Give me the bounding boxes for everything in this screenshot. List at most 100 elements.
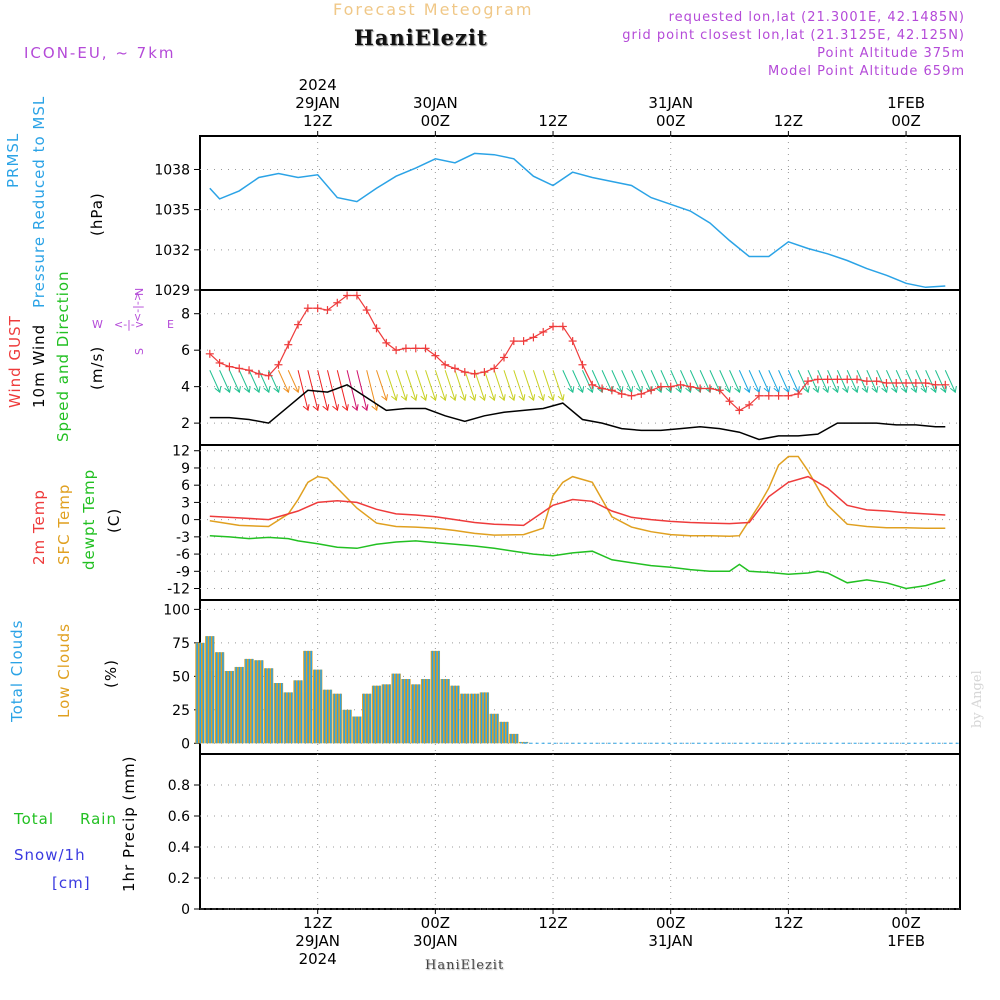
wind-arrow — [552, 370, 564, 401]
wind-arrow — [925, 370, 937, 393]
bottom-time-label: 00Z 31JAN — [631, 914, 711, 950]
ytick-label-pressure: 1035 — [154, 203, 190, 219]
wind-arrow — [856, 370, 868, 393]
wind-arrow — [787, 370, 799, 393]
ytick-label-temperature: 12 — [172, 444, 190, 460]
total-cloud-bar — [314, 669, 316, 744]
bottom-time-label: 00Z 1FEB — [866, 914, 946, 950]
wind-arrow — [778, 370, 790, 393]
total-cloud-bar — [274, 683, 277, 744]
wind-arrow — [562, 370, 574, 393]
wind-arrow-head — [420, 394, 428, 402]
total-cloud-bar — [457, 685, 460, 744]
ytick-label-precip: 0 — [181, 902, 190, 918]
wind-arrow — [621, 370, 633, 393]
wind-arrow-head — [498, 394, 506, 402]
time-label-line: 12Z — [538, 914, 568, 932]
wind-arrow — [287, 370, 299, 393]
total-cloud-bar — [228, 670, 231, 744]
wind-arrow-head — [292, 386, 300, 394]
time-label-line: 12Z — [302, 112, 333, 130]
total-cloud-bar — [238, 666, 241, 744]
wind-arrow — [219, 370, 231, 393]
wind-arrow — [738, 370, 750, 393]
total-cloud-bar — [444, 679, 447, 744]
panel-frame-precip — [199, 753, 961, 910]
total-cloud-bar — [447, 679, 450, 744]
total-cloud-bar — [372, 685, 375, 744]
total-cloud-bar — [523, 741, 525, 744]
wind-arrow — [709, 370, 721, 393]
total-cloud-bar — [500, 721, 502, 744]
wind-arrow-head — [381, 394, 389, 402]
ytick-label-temperature: 6 — [181, 478, 190, 494]
time-label-line: 31JAN — [648, 94, 694, 112]
time-label-line: 31JAN — [648, 932, 694, 950]
time-label-line: 12Z — [538, 112, 568, 130]
ytick-label-clouds: 75 — [172, 636, 190, 652]
ytick-label-pressure: 1038 — [154, 162, 190, 178]
time-label-line: 12Z — [773, 914, 804, 932]
wind-arrow-head — [312, 404, 320, 412]
grid-point-coords: grid point closest lon,lat (21.3125E, 42… — [622, 28, 965, 43]
total-cloud-bar — [326, 689, 329, 744]
total-cloud-bar — [412, 684, 414, 744]
ytick-label-clouds: 50 — [172, 669, 190, 685]
wind-arrow — [915, 370, 927, 393]
total-cloud-bar — [405, 679, 407, 744]
wind-arrow-head — [243, 386, 251, 394]
wind-arrow — [483, 370, 495, 401]
total-cloud-bar — [219, 652, 221, 744]
wind-arrow-head — [557, 394, 565, 402]
total-cloud-bar — [363, 693, 365, 744]
wind-arrow — [425, 370, 437, 401]
wind-arrow — [523, 370, 535, 401]
ytick-label-temperature: 0 — [181, 513, 190, 529]
wind-arrow-head — [655, 386, 663, 394]
total-cloud-bar — [297, 680, 300, 744]
wind-arrow — [395, 370, 407, 401]
wind-arrow-head — [234, 386, 241, 394]
wind-arrow — [336, 370, 348, 411]
total-cloud-bar — [382, 684, 385, 744]
wind-arrow — [513, 370, 525, 401]
total-cloud-bar — [392, 673, 395, 744]
wind-arrow — [474, 370, 486, 401]
total-cloud-bar — [366, 693, 368, 744]
ytick-label-precip: 0.2 — [168, 871, 190, 887]
total-cloud-bar — [258, 660, 260, 744]
wind-arrow-head — [214, 386, 222, 394]
total-cloud-bar — [202, 642, 205, 744]
ytick-label-clouds: 100 — [163, 602, 190, 618]
total-cloud-bar — [424, 679, 427, 744]
panel-frame-pressure — [199, 135, 961, 291]
wind-arrow — [836, 370, 848, 393]
wind-arrow — [807, 370, 819, 393]
total-cloud-bar — [483, 692, 486, 744]
total-cloud-bar — [248, 658, 251, 744]
wind-arrow — [464, 370, 476, 401]
total-cloud-bar — [271, 668, 273, 744]
footer-location: HaniElezit — [425, 958, 505, 973]
wind-arrow — [601, 370, 613, 393]
requested-coords: requested lon,lat (21.3001E, 42.1485N) — [668, 10, 965, 25]
wind-arrow — [209, 370, 221, 393]
total-cloud-bar — [353, 716, 355, 744]
t2m-line — [209, 475, 946, 527]
location-title: HaniElezit — [354, 25, 488, 50]
wind-arrow — [660, 370, 672, 393]
wind-arrow-head — [861, 386, 869, 394]
wind-arrow — [650, 370, 662, 393]
ytick-label-pressure: 1032 — [154, 243, 190, 259]
time-label-line: 12Z — [302, 914, 333, 932]
total-cloud-bar — [212, 636, 214, 744]
bottom-time-label: 00Z 30JAN — [395, 914, 475, 950]
total-cloud-bar — [470, 693, 473, 744]
compass-west: W — [92, 318, 103, 331]
wind-arrow-head — [302, 404, 310, 412]
wind-arrow-head — [685, 386, 693, 394]
wind-arrow — [346, 370, 358, 411]
wind-arrow-head — [400, 394, 408, 402]
wind-arrow — [768, 370, 780, 393]
wind-arrow-head — [469, 394, 477, 402]
